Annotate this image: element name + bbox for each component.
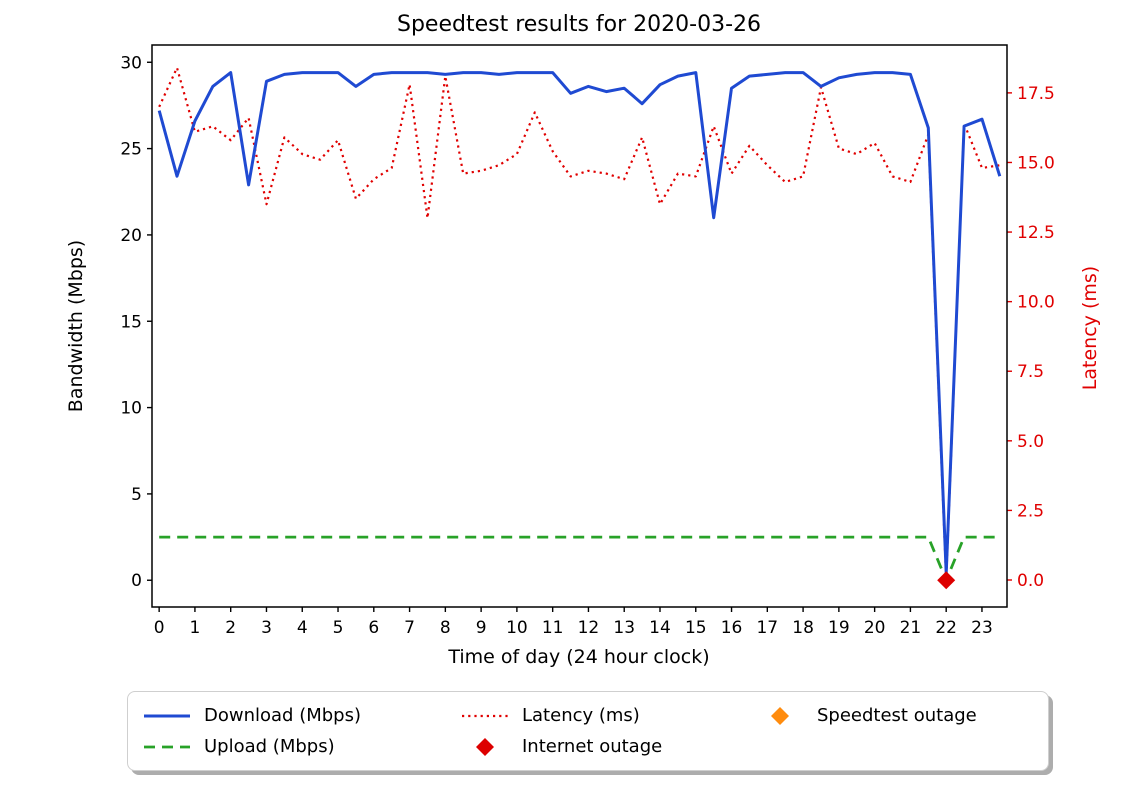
x-tick-label: 1 [190,618,201,638]
plot-border [151,44,1008,608]
series-download-mbps [157,71,1002,575]
x-tick-label: 15 [685,618,707,638]
latency-ms-line-icon [462,714,508,717]
x-tick-label: 4 [297,618,308,638]
y-tick-label-right: 7.5 [1017,362,1044,382]
x-tick-label: 22 [935,618,957,638]
x-tick-label: 6 [368,618,379,638]
x-tick-label: 14 [649,618,671,638]
x-tick-label: 0 [154,618,165,638]
x-tick-label: 10 [506,618,528,638]
upload-mbps-line-icon [144,745,190,748]
x-tick-label: 16 [721,618,743,638]
legend-label: Upload (Mbps) [204,736,335,757]
legend-label: Download (Mbps) [204,705,361,726]
y-tick-label-left: 15 [120,312,142,332]
y-tick-label-left: 30 [120,53,142,73]
y-tick-label-left: 25 [120,140,142,160]
y-axis-label-right: Latency (ms) [1079,266,1101,390]
y-tick-label-right: 5.0 [1017,432,1044,452]
legend-label: Internet outage [522,736,663,757]
x-tick-label: 8 [440,618,451,638]
x-tick-label: 12 [578,618,600,638]
x-tick-label: 21 [900,618,922,638]
x-tick-label: 17 [756,618,778,638]
legend-label: Latency (ms) [522,705,640,726]
y-tick-label-right: 15.0 [1017,153,1055,173]
y-tick-label-left: 10 [120,399,142,419]
legend-column: Speedtest outage [755,700,1034,762]
speedtest-chart: Speedtest results for 2020-03-26 Bandwid… [65,12,1101,668]
x-tick-label: 13 [613,618,635,638]
y-tick-label-left: 5 [131,485,142,505]
legend-column: Download (Mbps) Upload (Mbps) [142,700,460,762]
y-tick-label-right: 2.5 [1017,501,1044,521]
legend-item-upload-mbps: Upload (Mbps) [142,731,460,762]
x-tick-label: 18 [792,618,814,638]
x-tick-label: 23 [971,618,993,638]
series-latency-ms [158,66,1000,582]
x-tick-label: 19 [828,618,850,638]
x-tick-label: 7 [404,618,415,638]
series-upload-mbps [159,535,1000,582]
y-tick-label-right: 12.5 [1017,223,1055,243]
legend-item-latency-ms: Latency (ms) [460,700,755,731]
internet-outage-marker [937,571,956,590]
download-mbps-line-icon [144,714,190,717]
x-tick-label: 5 [333,618,344,638]
legend-item-download-mbps: Download (Mbps) [142,700,460,731]
plot-area: 0 1 2 3 4 5 6 7 8 9 10 11 12 13 14 15 16 17 18 19 20 21 22 2305… [120,44,1055,638]
x-axis-label: Time of day (24 hour clock) [447,646,709,668]
y-axis-label-left: Bandwidth (Mbps) [65,240,87,412]
y-tick-label-left: 20 [120,226,142,246]
legend-label: Speedtest outage [817,705,977,726]
legend-column: Latency (ms) Internet outage [460,700,755,762]
x-tick-label: 11 [542,618,564,638]
y-tick-label-right: 10.0 [1017,293,1055,313]
x-tick-label: 9 [476,618,487,638]
internet-outage-diamond-icon [476,737,494,756]
y-tick-label-left: 0 [131,571,142,591]
chart-legend: Download (Mbps) Upload (Mbps) Latency (ms)… [127,691,1049,771]
y-tick-label-right: 0.0 [1017,571,1044,591]
x-tick-label: 3 [261,618,272,638]
chart-title: Speedtest results for 2020-03-26 [397,12,761,37]
speedtest-outage-diamond-icon [771,706,789,725]
legend-item-speedtest-outage: Speedtest outage [755,700,1034,731]
y-tick-label-right: 17.5 [1017,84,1055,104]
x-tick-label: 2 [225,618,236,638]
x-tick-label: 20 [864,618,886,638]
legend-item-internet-outage: Internet outage [460,731,755,762]
